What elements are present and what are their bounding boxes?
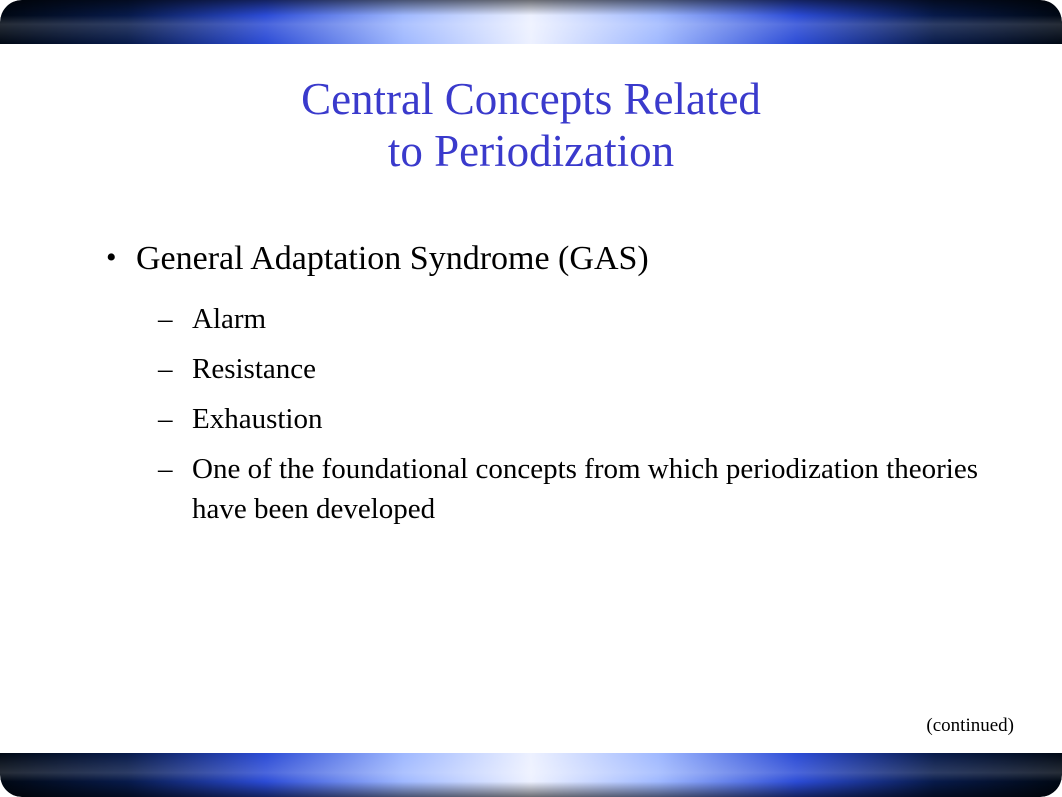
top-gradient-bar — [0, 0, 1062, 44]
bullet-level2: Exhaustion — [152, 399, 982, 439]
title-line-2: to Periodization — [388, 126, 674, 176]
bullet-level2: Alarm — [152, 299, 982, 339]
bullet-l2-text: Alarm — [192, 303, 266, 335]
bullet-level1: General Adaptation Syndrome (GAS) — [100, 238, 982, 281]
slide-title: Central Concepts Related to Periodizatio… — [0, 74, 1062, 178]
bullet-l2-text: One of the foundational concepts from wh… — [192, 453, 978, 525]
bullet-l2-text: Resistance — [192, 353, 316, 385]
bullet-l2-text: Exhaustion — [192, 403, 323, 435]
bottom-gradient-bar — [0, 753, 1062, 797]
continued-label: (continued) — [926, 715, 1014, 737]
sub-bullet-list: Alarm Resistance Exhaustion One of the f… — [152, 299, 982, 529]
bullet-level2: Resistance — [152, 349, 982, 389]
bullet-level2: One of the foundational concepts from wh… — [152, 449, 982, 529]
slide: Central Concepts Related to Periodizatio… — [0, 0, 1062, 797]
slide-content: General Adaptation Syndrome (GAS) Alarm … — [100, 238, 982, 539]
bullet-l1-text: General Adaptation Syndrome (GAS) — [136, 240, 649, 277]
title-line-1: Central Concepts Related — [301, 74, 761, 124]
